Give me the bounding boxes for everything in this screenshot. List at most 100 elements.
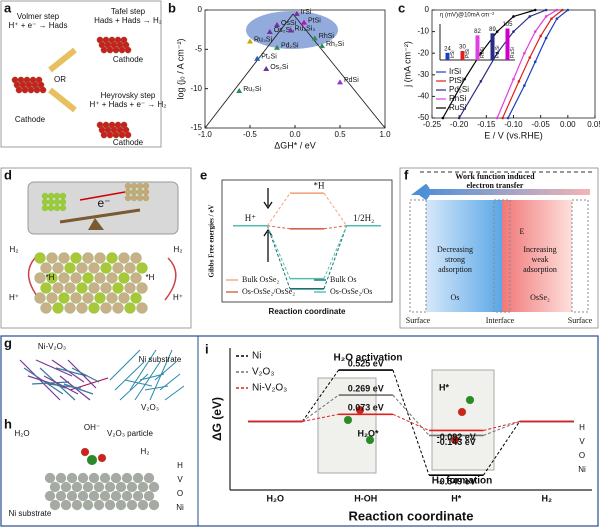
- x-tick-label: 0.0: [289, 130, 301, 139]
- panel-label: g: [4, 335, 12, 350]
- point-label: Ru₃Si: [254, 36, 272, 43]
- illustration-text: Ni: [578, 465, 586, 474]
- legend-label: Ni: [252, 351, 261, 362]
- atom: [118, 292, 130, 304]
- illustration-text: Os: [451, 293, 460, 302]
- atom: [46, 272, 58, 284]
- point-label: Pd₂Si: [281, 43, 299, 50]
- point: [293, 10, 300, 16]
- y-axis-label: log (j₀ / A cm⁻²): [175, 39, 185, 100]
- curve-point: [457, 116, 461, 120]
- atom: [136, 262, 148, 274]
- structure-inset: [317, 377, 377, 474]
- y-tick-label: -5: [195, 44, 203, 53]
- interface-box: [493, 199, 511, 313]
- atom: [97, 453, 107, 463]
- y-tick-label: -15: [190, 123, 202, 132]
- curve-point: [533, 8, 537, 12]
- y-tick-label: -40: [417, 92, 429, 101]
- fiber: [71, 367, 100, 383]
- curve: [442, 9, 536, 119]
- atom: [112, 282, 124, 294]
- atom: [88, 490, 100, 502]
- atom: [99, 490, 111, 502]
- panel-label: e: [200, 167, 207, 182]
- atom: [142, 188, 150, 196]
- volcano-line: [292, 13, 386, 129]
- curve: [507, 9, 569, 119]
- atom: [110, 472, 122, 484]
- fiber: [124, 379, 153, 387]
- atom: [137, 481, 149, 493]
- atom: [80, 447, 90, 457]
- atom: [49, 481, 61, 493]
- illustration-text: Work function induced: [455, 172, 535, 181]
- atom: [52, 262, 64, 274]
- atom: [40, 282, 52, 294]
- atom: [44, 490, 56, 502]
- x-axis-label: E / V (vs.RHE): [484, 130, 543, 140]
- atom: [88, 302, 100, 314]
- fiber: [114, 361, 145, 391]
- illustration-text: adsorption: [438, 265, 472, 274]
- curve-point: [561, 8, 564, 12]
- atom: [60, 499, 72, 511]
- atom: [34, 252, 46, 264]
- atom: [112, 302, 124, 314]
- point: [254, 55, 261, 61]
- atom: [66, 490, 78, 502]
- illustration-text: OR: [54, 75, 66, 84]
- atom: [58, 272, 70, 284]
- atom: [104, 499, 116, 511]
- osse2-region: [502, 200, 572, 312]
- connector: [323, 192, 348, 227]
- bar: [505, 28, 510, 60]
- curve-point: [463, 77, 466, 81]
- x-tick-label: H₂O: [267, 493, 285, 503]
- atom: [86, 454, 98, 466]
- atom: [124, 194, 132, 202]
- atom: [88, 282, 100, 294]
- atom: [40, 302, 52, 314]
- transfer-arrow: [411, 183, 590, 201]
- seesaw: [59, 208, 141, 224]
- atom: [82, 499, 94, 511]
- curve-point: [550, 17, 553, 20]
- illustration-text: O: [579, 451, 585, 460]
- bar-value: 82: [474, 29, 481, 35]
- illustration-text: H⁺ + Hads + e⁻ → H₂: [90, 100, 167, 109]
- curve-point: [479, 51, 483, 55]
- point: [247, 38, 253, 44]
- curve-point: [533, 30, 537, 33]
- atom: [100, 262, 112, 274]
- y-axis-label: ΔG (eV): [210, 397, 224, 441]
- curve-point: [441, 116, 445, 120]
- bar: [475, 35, 480, 60]
- point: [266, 29, 273, 35]
- atom: [41, 198, 49, 206]
- x-tick-label: H₂: [542, 493, 553, 503]
- atom: [100, 282, 112, 294]
- illustration-text: Increasing: [523, 245, 556, 254]
- y-tick-label: -10: [190, 84, 202, 93]
- illustration-text: Surface: [406, 316, 431, 325]
- illustration-text: H₂: [141, 447, 150, 456]
- bar-value: 89: [489, 27, 496, 33]
- illustration-text: e⁻: [97, 196, 110, 210]
- atom: [136, 182, 144, 190]
- x-tick-label: 0.00: [560, 120, 576, 129]
- illustration-text: H⁺ + e⁻ → Hads: [9, 21, 68, 30]
- illustration-text: H: [177, 461, 183, 470]
- value-label: -0.143 eV: [437, 437, 476, 447]
- legend-label: PtSi: [449, 76, 464, 85]
- atom: [365, 435, 375, 445]
- atom: [49, 499, 61, 511]
- atom: [99, 472, 111, 484]
- curve-point: [495, 116, 499, 120]
- atom: [124, 182, 132, 190]
- curve-point: [512, 30, 515, 33]
- atom: [53, 192, 61, 200]
- point-label: Os₂Si: [270, 64, 288, 71]
- arrow: [79, 191, 126, 201]
- curve-point: [479, 79, 483, 83]
